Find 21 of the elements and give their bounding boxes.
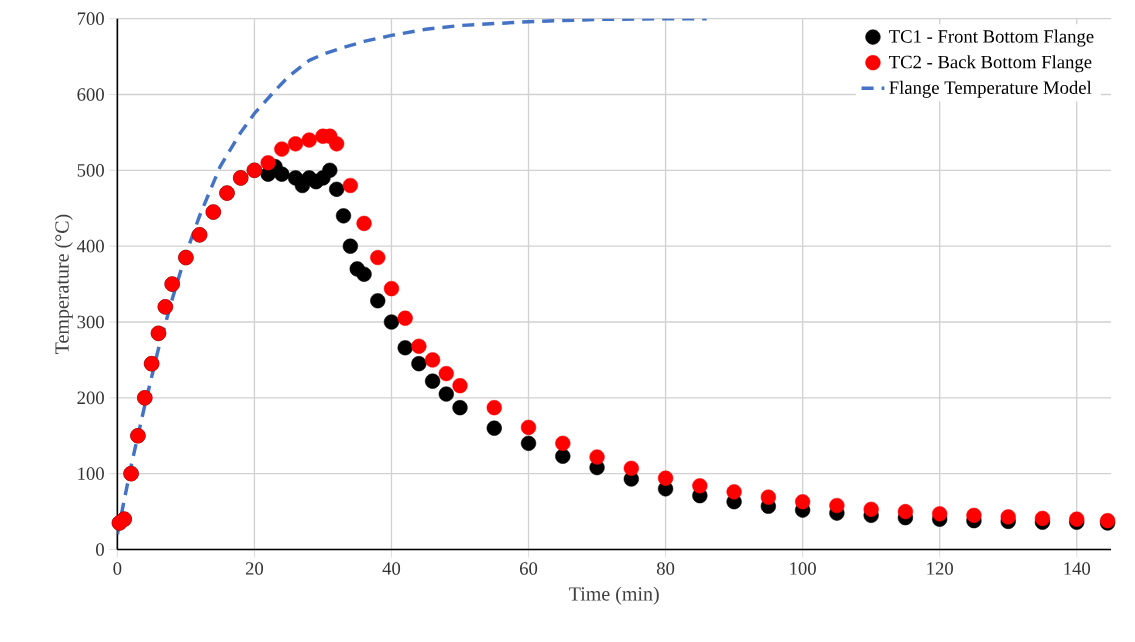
y-tick-label: 100: [78, 467, 104, 481]
y-tick-label: 400: [77, 240, 104, 253]
x-tick-label: 0: [113, 562, 122, 576]
y-axis-title: Temperature (°C): [54, 214, 73, 355]
x-tick-label: 20: [245, 562, 264, 576]
y-tick-label: 300: [77, 315, 104, 329]
y-tick-label: 0: [96, 543, 104, 557]
x-tick-label: 140: [1064, 562, 1091, 576]
y-tick-label: 600: [77, 88, 104, 102]
y-tick-label: 200: [77, 391, 104, 405]
y-tick-label: 500: [77, 164, 104, 177]
legend-label: TC2 - Back Bottom Flange: [889, 55, 1092, 73]
x-tick-label: 60: [519, 562, 538, 576]
legend-label: Flange Temperature Model: [889, 81, 1092, 99]
x-tick-label: 80: [656, 562, 675, 576]
legend-label: TC1 - Front Bottom Flange: [889, 29, 1094, 47]
x-tick-label: 40: [382, 562, 401, 576]
x-tick-label: 100: [790, 562, 816, 576]
y-tick-label: 700: [77, 12, 104, 26]
x-axis-title: Time (min): [569, 586, 659, 606]
x-tick-label: 120: [927, 562, 953, 576]
